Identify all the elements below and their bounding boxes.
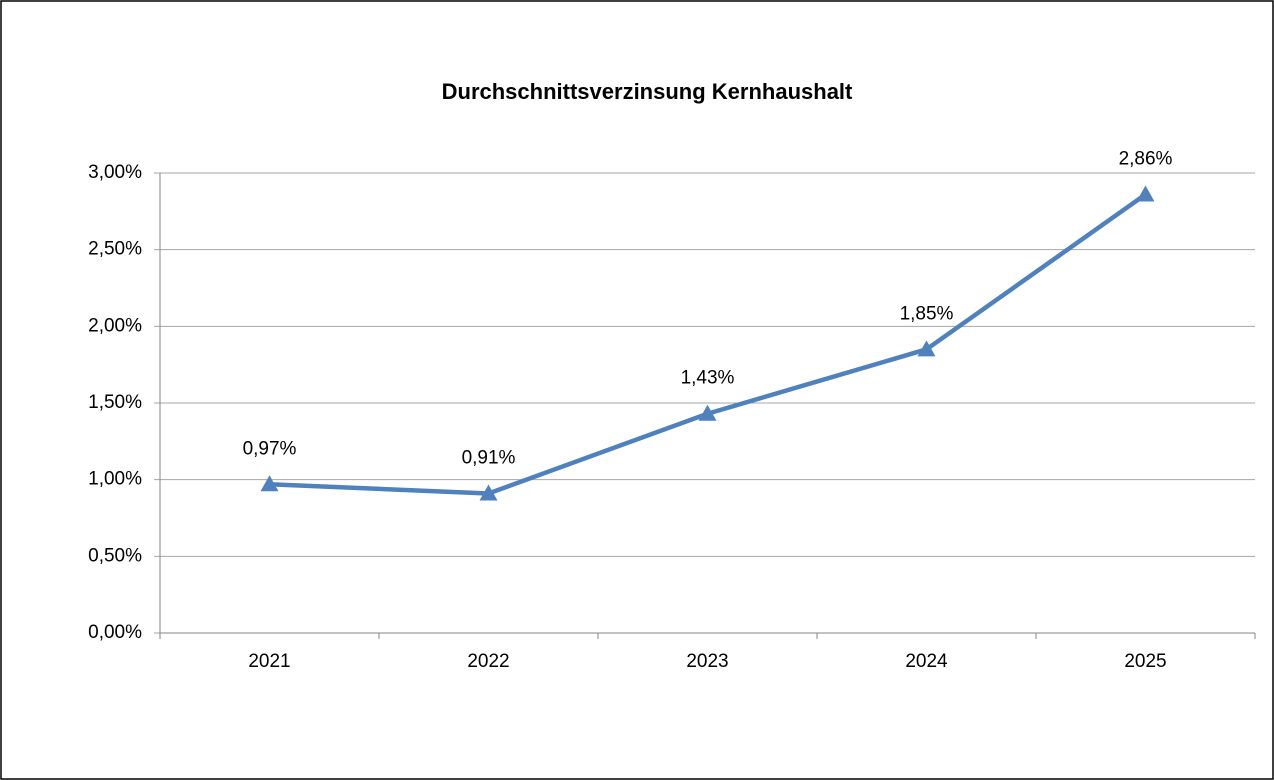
y-tick-label: 2,50%	[88, 239, 142, 260]
data-label: 1,85%	[900, 303, 954, 324]
data-label: 1,43%	[681, 368, 735, 389]
data-label: 0,91%	[462, 447, 516, 468]
marker	[917, 340, 936, 357]
y-tick-label: 1,50%	[88, 392, 142, 413]
x-tick-label: 2023	[686, 651, 728, 672]
x-tick-label: 2024	[905, 651, 948, 672]
marker	[479, 484, 498, 501]
y-tick-label: 0,50%	[88, 545, 142, 566]
marker	[1136, 185, 1155, 202]
marker	[260, 475, 279, 492]
data-label: 2,86%	[1119, 148, 1173, 169]
marker	[698, 404, 717, 421]
data-label: 0,97%	[243, 438, 297, 459]
y-tick-label: 3,00%	[88, 162, 142, 183]
y-tick-label: 0,00%	[88, 622, 142, 643]
y-tick-label: 1,00%	[88, 469, 142, 490]
x-tick-label: 2022	[467, 651, 509, 672]
x-tick-label: 2021	[248, 651, 290, 672]
x-tick-label: 2025	[1124, 651, 1166, 672]
y-tick-label: 2,00%	[88, 315, 142, 336]
chart-title: Durchschnittsverzinsung Kernhaushalt	[442, 79, 853, 104]
